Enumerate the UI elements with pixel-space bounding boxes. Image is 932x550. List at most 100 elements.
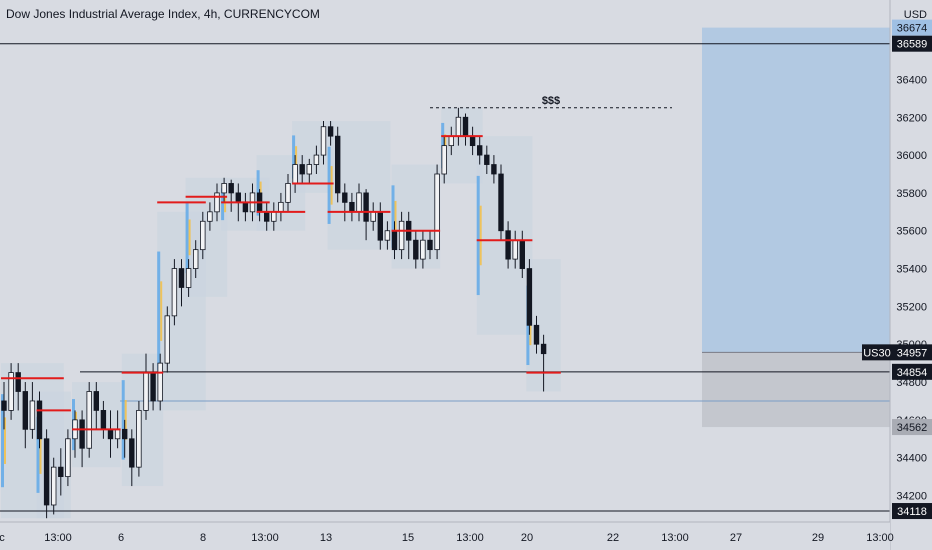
- volume-profile-blue: [327, 146, 331, 224]
- candle-body[interactable]: [263, 211, 270, 222]
- candle-body[interactable]: [441, 145, 447, 175]
- price-tag-label: 34854: [897, 367, 928, 379]
- volume-profile-blue: [221, 188, 225, 221]
- position-stop-zone[interactable]: [702, 352, 890, 428]
- candle-body[interactable]: [100, 410, 107, 430]
- candle-body[interactable]: [327, 126, 334, 137]
- candle-body[interactable]: [79, 419, 85, 449]
- x-tick-label: 13: [320, 532, 332, 544]
- value-area-box: [185, 177, 228, 297]
- candle-body[interactable]: [15, 372, 21, 392]
- candle-body[interactable]: [505, 230, 511, 260]
- candle-body[interactable]: [391, 230, 398, 251]
- x-tick-label: 13:00: [866, 532, 894, 544]
- chart-title: Dow Jones Industrial Average Index, 4h, …: [6, 7, 320, 21]
- x-tick-label: 27: [730, 532, 742, 544]
- candle-body[interactable]: [271, 211, 277, 222]
- candle-body[interactable]: [306, 164, 312, 175]
- candle-body[interactable]: [178, 268, 185, 288]
- candle-body[interactable]: [200, 220, 206, 251]
- liquidity-label: $$$: [542, 95, 560, 107]
- candle-body[interactable]: [533, 324, 540, 345]
- candle-body[interactable]: [86, 391, 92, 449]
- volume-profile-blue: [157, 251, 161, 371]
- candle-body[interactable]: [476, 145, 483, 156]
- candle-body[interactable]: [157, 362, 163, 402]
- candle-body[interactable]: [519, 239, 525, 269]
- candle-body[interactable]: [377, 211, 383, 241]
- candle-body[interactable]: [398, 220, 405, 251]
- candle-body[interactable]: [43, 438, 50, 506]
- candle-body[interactable]: [320, 126, 327, 156]
- x-tick-label: 13:00: [456, 532, 484, 544]
- candle-body[interactable]: [164, 315, 170, 364]
- candle-body[interactable]: [242, 201, 249, 213]
- candle-body[interactable]: [356, 192, 362, 213]
- y-tick-label: 34400: [896, 453, 927, 465]
- candle-body[interactable]: [455, 116, 462, 137]
- candle-body[interactable]: [285, 183, 291, 203]
- candle-body[interactable]: [36, 400, 43, 440]
- candle-body[interactable]: [22, 391, 28, 430]
- candle-body[interactable]: [8, 372, 14, 411]
- candle-body[interactable]: [427, 239, 433, 251]
- x-tick-label: 20: [521, 532, 533, 544]
- candle-body[interactable]: [214, 192, 220, 213]
- candle-body[interactable]: [313, 154, 320, 165]
- candle-body[interactable]: [491, 164, 497, 175]
- candle-body[interactable]: [143, 372, 149, 411]
- candle-body[interactable]: [370, 211, 376, 222]
- candle-body[interactable]: [342, 192, 348, 203]
- candle-body[interactable]: [150, 372, 156, 402]
- candle-body[interactable]: [185, 268, 192, 288]
- candle-body[interactable]: [526, 268, 533, 326]
- candle-body[interactable]: [334, 135, 341, 194]
- candle-body[interactable]: [122, 428, 128, 440]
- candle-body[interactable]: [65, 438, 71, 478]
- candle-body[interactable]: [484, 154, 490, 165]
- candle-body[interactable]: [498, 173, 504, 232]
- candle-body[interactable]: [221, 183, 227, 194]
- y-tick-label: 35200: [896, 301, 927, 313]
- candle-body[interactable]: [51, 466, 57, 506]
- candle-body[interactable]: [1, 400, 7, 411]
- x-tick-label: c: [0, 532, 5, 544]
- candle-body[interactable]: [114, 428, 121, 440]
- candle-body[interactable]: [171, 268, 178, 317]
- candle-body[interactable]: [207, 211, 213, 222]
- candle-body[interactable]: [292, 164, 298, 184]
- x-tick-label: 13:00: [44, 532, 72, 544]
- candle-body[interactable]: [349, 201, 355, 213]
- candle-body[interactable]: [129, 438, 135, 468]
- candle-body[interactable]: [420, 239, 426, 260]
- y-tick-label: 36200: [896, 112, 927, 124]
- price-tag-label: 34118: [897, 506, 927, 518]
- candle-body[interactable]: [29, 400, 36, 430]
- candle-body[interactable]: [107, 428, 114, 440]
- candle-body[interactable]: [192, 249, 199, 269]
- candle-body[interactable]: [448, 135, 454, 147]
- candle-body[interactable]: [235, 192, 241, 203]
- candle-body[interactable]: [469, 135, 476, 147]
- candle-body[interactable]: [58, 466, 64, 478]
- candle-body[interactable]: [228, 183, 234, 194]
- value-area-box: [476, 136, 533, 335]
- x-axis-panel: [0, 522, 890, 550]
- price-tag-label: 34562: [897, 422, 928, 434]
- candle-body[interactable]: [278, 201, 284, 213]
- candle-body[interactable]: [434, 173, 440, 251]
- candle-body[interactable]: [363, 192, 369, 222]
- candle-body[interactable]: [413, 239, 419, 260]
- position-target-zone[interactable]: [702, 27, 890, 353]
- volume-profile-blue: [185, 201, 189, 274]
- candle-body[interactable]: [136, 410, 142, 468]
- candle-body[interactable]: [540, 343, 547, 355]
- candle-body[interactable]: [512, 239, 518, 260]
- candle-body[interactable]: [462, 116, 469, 137]
- candle-body[interactable]: [299, 164, 305, 175]
- candle-body[interactable]: [93, 391, 99, 411]
- volume-profile-yellow: [160, 281, 163, 341]
- price-tag-box: [892, 503, 932, 520]
- candle-body[interactable]: [384, 230, 391, 241]
